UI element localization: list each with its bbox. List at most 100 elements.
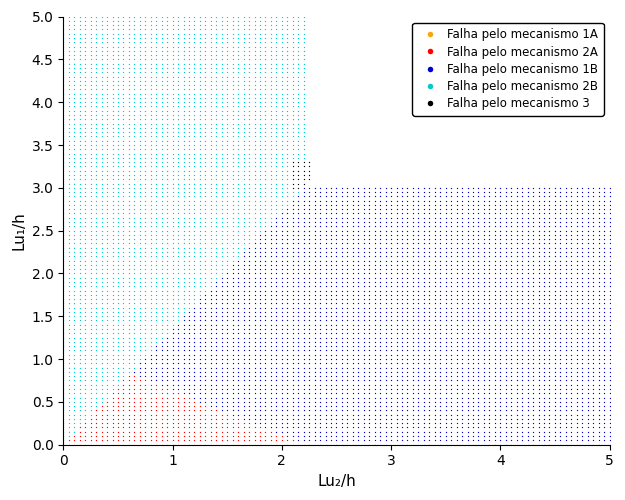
Falha pelo mecanismo 1B [588,265,598,273]
Falha pelo mecanismo 1B [566,312,576,320]
Falha pelo mecanismo 2B [195,94,205,102]
Falha pelo mecanismo 1B [309,210,319,218]
Falha pelo mecanismo 2B [239,38,249,46]
Falha pelo mecanismo 1B [522,188,532,196]
Falha pelo mecanismo 1B [550,184,560,192]
Falha pelo mecanismo 1B [495,210,505,218]
Falha pelo mecanismo 2B [282,136,292,144]
Falha pelo mecanismo 1B [408,364,418,372]
Falha pelo mecanismo 2B [91,364,101,372]
Falha pelo mecanismo 1B [419,201,429,209]
Falha pelo mecanismo 1B [462,385,472,393]
Falha pelo mecanismo 2B [119,235,129,243]
Falha pelo mecanismo 2B [157,158,167,166]
Falha pelo mecanismo 2B [58,12,68,20]
Falha pelo mecanismo 2B [217,107,227,115]
Falha pelo mecanismo 1B [544,346,554,354]
Falha pelo mecanismo 2B [75,154,85,162]
Falha pelo mecanismo 2B [58,30,68,38]
Falha pelo mecanismo 1B [293,252,303,260]
Falha pelo mecanismo 2B [157,64,167,72]
Falha pelo mecanismo 2B [107,34,118,42]
Falha pelo mecanismo 2B [162,154,172,162]
Falha pelo mecanismo 2B [228,34,238,42]
Falha pelo mecanismo 2B [261,102,271,110]
Falha pelo mecanismo 1B [572,321,582,329]
Falha pelo mecanismo 1B [468,196,478,204]
Falha pelo mecanismo 2B [75,222,85,230]
Falha pelo mecanismo 1B [501,316,511,324]
Falha pelo mecanismo 1B [457,312,467,320]
Falha pelo mecanismo 1B [337,226,347,234]
Falha pelo mecanismo 1B [321,308,331,316]
Falha pelo mecanismo 2B [189,56,199,64]
Falha pelo mecanismo 2B [277,120,287,128]
Falha pelo mecanismo 1B [299,360,309,368]
Falha pelo mecanismo 1B [582,325,592,333]
Falha pelo mecanismo 1B [299,350,309,358]
Falha pelo mecanismo 1B [539,436,549,444]
Falha pelo mecanismo 1B [217,398,227,406]
Falha pelo mecanismo 2B [184,154,194,162]
Falha pelo mecanismo 1B [244,330,254,338]
Falha pelo mecanismo 1B [249,270,259,278]
Falha pelo mecanismo 2A [140,390,150,398]
Falha pelo mecanismo 2B [293,34,303,42]
Falha pelo mecanismo 1B [484,406,494,414]
Falha pelo mecanismo 1B [435,424,445,432]
Falha pelo mecanismo 2B [75,342,85,350]
Falha pelo mecanismo 2B [75,124,85,132]
Falha pelo mecanismo 1B [402,265,412,273]
Falha pelo mecanismo 1B [364,398,374,406]
Falha pelo mecanismo 2B [119,146,129,154]
Falha pelo mecanismo 1B [484,252,494,260]
Falha pelo mecanismo 2B [217,30,227,38]
Falha pelo mecanismo 2B [184,34,194,42]
Falha pelo mecanismo 1B [512,406,522,414]
Falha pelo mecanismo 2B [58,346,68,354]
Falha pelo mecanismo 1B [556,398,566,406]
Falha pelo mecanismo 1B [604,402,614,410]
Falha pelo mecanismo 1B [326,196,336,204]
Falha pelo mecanismo 1B [189,372,199,380]
Falha pelo mecanismo 1B [594,325,604,333]
Falha pelo mecanismo 2B [107,248,118,256]
Falha pelo mecanismo 2B [151,338,161,346]
Falha pelo mecanismo 2B [135,184,145,192]
Falha pelo mecanismo 1B [446,372,456,380]
Falha pelo mecanismo 1B [179,325,189,333]
Falha pelo mecanismo 2B [271,171,281,179]
Falha pelo mecanismo 1B [408,231,418,239]
Falha pelo mecanismo 1B [315,325,325,333]
Falha pelo mecanismo 1B [271,231,281,239]
Falha pelo mecanismo 2B [135,338,145,346]
Falha pelo mecanismo 1B [588,368,598,376]
Falha pelo mecanismo 1B [359,385,369,393]
Falha pelo mecanismo 2B [64,334,74,342]
Falha pelo mecanismo 2A [113,419,123,427]
Falha pelo mecanismo 1B [561,350,571,358]
Falha pelo mecanismo 2B [271,56,281,64]
Falha pelo mecanismo 2B [113,17,123,25]
Falha pelo mecanismo 2B [179,295,189,303]
Falha pelo mecanismo 1B [446,419,456,427]
Falha pelo mecanismo 1B [397,222,407,230]
Falha pelo mecanismo 1B [424,286,434,294]
Falha pelo mecanismo 1B [151,355,161,363]
Falha pelo mecanismo 1B [556,188,566,196]
Falha pelo mecanismo 1B [151,364,161,372]
Falha pelo mecanismo 1B [419,376,429,384]
Falha pelo mecanismo 1B [304,278,314,286]
Falha pelo mecanismo 2B [206,231,216,239]
Falha pelo mecanismo 2B [255,192,265,200]
Falha pelo mecanismo 1B [348,368,358,376]
Falha pelo mecanismo 1B [331,330,341,338]
Falha pelo mecanismo 1B [364,244,374,252]
Falha pelo mecanismo 1B [419,300,429,308]
Falha pelo mecanismo 1B [495,432,505,440]
Falha pelo mecanismo 1B [222,308,232,316]
Falha pelo mecanismo 1B [506,248,516,256]
Falha pelo mecanismo 2A [157,402,167,410]
Falha pelo mecanismo 1B [342,248,352,256]
Falha pelo mecanismo 2B [206,248,216,256]
